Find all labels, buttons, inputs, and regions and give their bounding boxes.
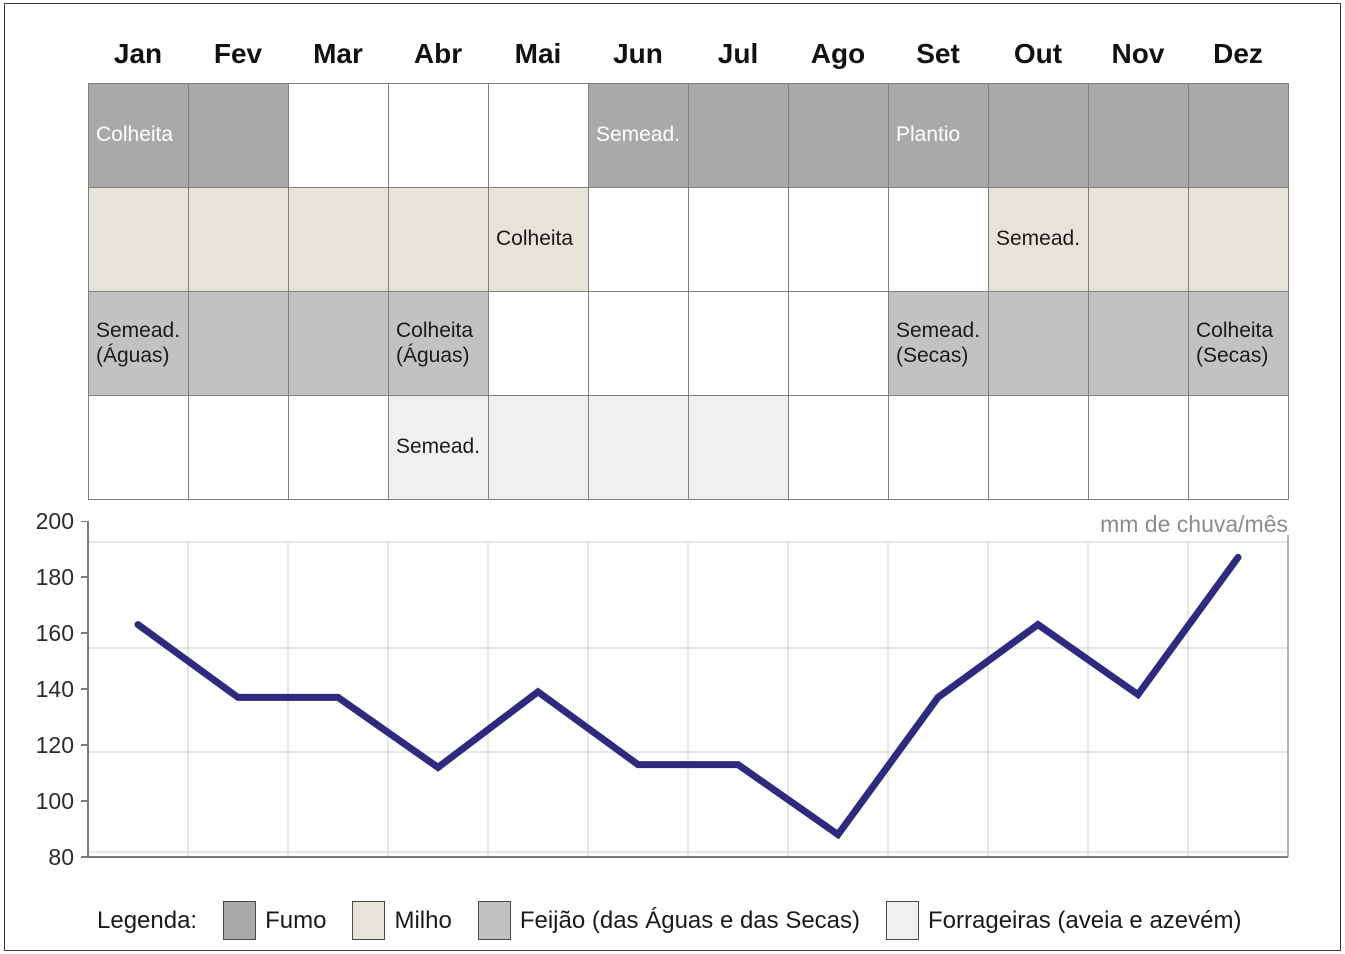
calendar-cell-label: Colheita (Secas) (1196, 318, 1274, 367)
calendar-cell-forrageiras-nov (1089, 396, 1189, 500)
calendar-cell-forrageiras-jan (89, 396, 189, 500)
calendar-cell-fumo-out (989, 84, 1089, 188)
calendar-cell-label: Plantio (896, 123, 961, 147)
month-header-fev: Fev (213, 38, 263, 69)
calendar-cell-label: Semead. (996, 227, 1081, 251)
month-header-nov: Nov (1111, 38, 1165, 69)
calendar-cell-fumo-abr (389, 84, 489, 188)
calendar-cell-feijao-mar (289, 292, 389, 396)
calendar-cell-forrageiras-jul (689, 396, 789, 500)
calendar-cell-feijao-fev (189, 292, 289, 396)
calendar-cell-feijao-dez: Colheita (Secas) (1189, 292, 1289, 396)
month-header-jul: Jul (717, 38, 759, 69)
crop-calendar-grid: Colheita Semead. Plantio Colheita Semead. Sem… (88, 83, 1289, 500)
month-header-set: Set (916, 38, 960, 69)
calendar-cell-feijao-ago (789, 292, 889, 396)
calendar-cell-feijao-jul (689, 292, 789, 396)
calendar-cell-feijao-abr: Colheita (Águas) (389, 292, 489, 396)
calendar-cell-label: Semead. (596, 123, 681, 147)
calendar-cell-fumo-jun: Semead. (589, 84, 689, 188)
y-axis-label-160: 160 (35, 620, 74, 646)
calendar-cell-fumo-dez (1189, 84, 1289, 188)
month-header-dez: Dez (1213, 38, 1263, 69)
calendar-cell-feijao-out (989, 292, 1089, 396)
calendar-cell-milho-mai: Colheita (489, 188, 589, 292)
legend-swatch-feijao (477, 901, 511, 940)
calendar-cell-forrageiras-fev (189, 396, 289, 500)
calendar-cell-label: Semead. (Águas) (96, 318, 181, 367)
calendar-cell-fumo-mai (489, 84, 589, 188)
legend-item-forrageiras: Forrageiras (aveia e azevém) (886, 901, 1241, 940)
month-header-mar: Mar (313, 38, 363, 69)
month-header-jun: Jun (613, 38, 663, 69)
calendar-cell-milho-dez (1189, 188, 1289, 292)
calendar-cell-milho-ago (789, 188, 889, 292)
calendar-cell-forrageiras-abr: Semead. (389, 396, 489, 500)
calendar-cell-forrageiras-mai (489, 396, 589, 500)
legend-item-label: Forrageiras (aveia e azevém) (928, 906, 1242, 934)
calendar-cell-fumo-fev (189, 84, 289, 188)
calendar-cell-milho-nov (1089, 188, 1189, 292)
calendar-cell-label: Colheita (96, 123, 174, 147)
calendar-cell-forrageiras-mar (289, 396, 389, 500)
calendar-cell-fumo-ago (789, 84, 889, 188)
chart-unit-label: mm de chuva/mês (1100, 511, 1288, 537)
calendar-cell-fumo-nov (1089, 84, 1189, 188)
legend-item-feijao: Feijão (das Águas e das Secas) (477, 901, 861, 940)
y-axis-label-200: 200 (35, 508, 74, 534)
month-header-abr: Abr (413, 38, 463, 69)
calendar-cell-fumo-jul (689, 84, 789, 188)
month-header-ago: Ago (810, 38, 866, 69)
calendar-cell-label: Semead. (396, 435, 481, 459)
calendar-cell-forrageiras-ago (789, 396, 889, 500)
legend-item-label: Fumo (265, 906, 327, 934)
legend-swatch-forrageiras (886, 901, 920, 940)
calendar-cell-milho-out: Semead. (989, 188, 1089, 292)
calendar-cell-feijao-mai (489, 292, 589, 396)
calendar-cell-milho-jan (89, 188, 189, 292)
calendar-cell-forrageiras-dez (1189, 396, 1289, 500)
legend-item-milho: Milho (352, 901, 452, 940)
y-axis-label-140: 140 (35, 676, 74, 702)
rainfall-line (134, 553, 1242, 840)
y-axis-label-80: 80 (48, 844, 74, 870)
legend-item-fumo: Fumo (223, 901, 326, 940)
calendar-cell-milho-fev (189, 188, 289, 292)
y-axis-label-120: 120 (35, 732, 74, 758)
calendar-cell-label: Colheita (Águas) (396, 318, 474, 367)
calendar-cell-feijao-nov (1089, 292, 1189, 396)
calendar-cell-milho-jul (689, 188, 789, 292)
calendar-cell-forrageiras-jun (589, 396, 689, 500)
calendar-cell-feijao-jun (589, 292, 689, 396)
legend-label: Legenda: (97, 906, 198, 934)
calendar-cell-feijao-jan: Semead. (Águas) (89, 292, 189, 396)
calendar-cell-milho-abr (389, 188, 489, 292)
y-axis-label-100: 100 (35, 788, 74, 814)
calendar-cell-feijao-set: Semead. (Secas) (889, 292, 989, 396)
calendar-cell-forrageiras-out (989, 396, 1089, 500)
rainfall-chart (81, 521, 1289, 858)
month-header-mai: Mai (514, 38, 562, 69)
y-axis-label-180: 180 (35, 564, 74, 590)
month-header-out: Out (1013, 38, 1063, 69)
month-header-row: Jan Fev Mar Abr Mai Jun Jul Ago Set Out Nov Dez (88, 38, 1288, 70)
calendar-cell-milho-jun (589, 188, 689, 292)
figure-border (4, 3, 1341, 951)
legend-item-label: Feijão (das Águas e das Secas) (519, 906, 861, 934)
calendar-cell-label: Colheita (496, 227, 574, 251)
legend-swatch-milho (352, 901, 386, 940)
legend-swatch-fumo (223, 901, 257, 940)
calendar-cell-milho-mar (289, 188, 389, 292)
legend-item-label: Milho (394, 906, 452, 934)
calendar-cell-forrageiras-set (889, 396, 989, 500)
month-header-jan: Jan (113, 38, 163, 69)
calendar-cell-milho-set (889, 188, 989, 292)
calendar-cell-fumo-set: Plantio (889, 84, 989, 188)
calendar-cell-fumo-mar (289, 84, 389, 188)
calendar-cell-fumo-jan: Colheita (89, 84, 189, 188)
calendar-cell-label: Semead. (Secas) (896, 318, 981, 367)
legend: Legenda: Fumo Milho Feijão (das Águas e da… (97, 901, 1241, 940)
